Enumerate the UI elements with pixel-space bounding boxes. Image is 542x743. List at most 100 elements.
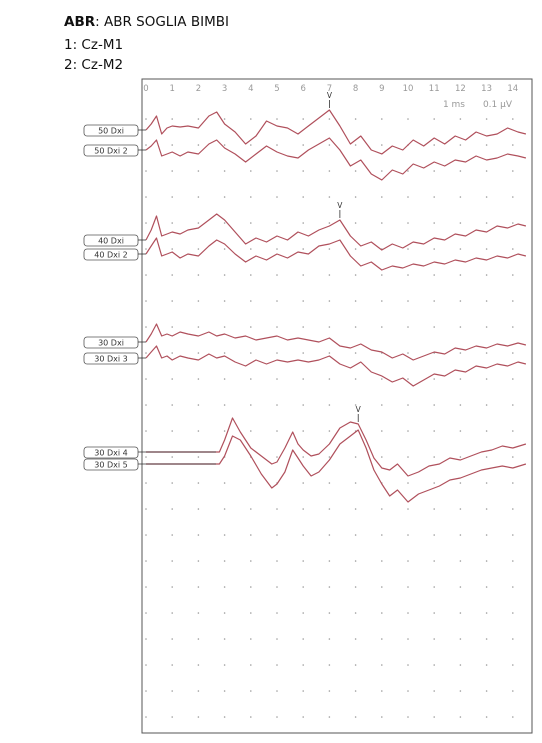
grid-dot [223, 118, 226, 120]
grid-dot [354, 690, 357, 692]
grid-dot [407, 586, 409, 588]
grid-dot [485, 430, 488, 432]
x-axis-ticks: 0 1 2 3 4 5 6 7 8 9 10 11 12 13 14 [143, 84, 518, 94]
grid-dot [145, 664, 147, 666]
grid-dot [328, 326, 331, 328]
grid-dot [328, 560, 331, 562]
grid-dot [407, 560, 409, 562]
grid-dot [485, 248, 488, 250]
grid-dot [328, 404, 331, 406]
grid-dot [223, 482, 226, 484]
grid-dot [328, 612, 331, 614]
grid-dot [512, 586, 514, 588]
grid-dot [276, 378, 278, 380]
peak-label: V [356, 405, 362, 414]
grid-dot [276, 404, 278, 406]
trace-label-box [83, 446, 139, 459]
x-tick-label: 4 [248, 84, 253, 94]
grid-dot [512, 456, 514, 458]
grid-dot [145, 222, 147, 224]
grid-dot [381, 586, 383, 588]
grid-dot [302, 300, 305, 302]
grid-dot [302, 378, 305, 380]
grid-dot [407, 248, 409, 250]
grid-dot [276, 144, 278, 146]
grid-dot [276, 638, 278, 640]
grid-dot [171, 560, 173, 562]
grid-dot [433, 638, 436, 640]
grid-dot [459, 300, 462, 302]
grid-dot [407, 170, 409, 172]
grid-dot [302, 664, 305, 666]
grid-dot [197, 222, 200, 224]
grid-dot [459, 170, 462, 172]
trace-label: 30 Dxi 3 [94, 355, 127, 364]
grid-dot [485, 274, 488, 276]
grid-dot [328, 690, 331, 692]
grid-dot [354, 664, 357, 666]
grid-dot [433, 534, 436, 536]
grid-dot [485, 456, 488, 458]
grid-dot [328, 430, 331, 432]
grid-dot [328, 664, 331, 666]
grid-dot [197, 326, 200, 328]
plot-frame [141, 78, 533, 734]
grid-dot [197, 456, 200, 458]
grid-dot [197, 196, 200, 198]
grid-dot [381, 170, 383, 172]
grid-dot [328, 118, 331, 120]
grid-dot [512, 534, 514, 536]
grid-dot [512, 430, 514, 432]
grid-dot [512, 690, 514, 692]
grid-dot [145, 638, 147, 640]
grid-dot [354, 378, 357, 380]
grid-dot [276, 508, 278, 510]
grid-dot [407, 456, 409, 458]
peak-label: V [327, 91, 333, 100]
grid-dot [512, 222, 514, 224]
grid-dot [328, 248, 331, 250]
grid-dot [171, 248, 173, 250]
x-tick-label: 8 [353, 84, 358, 94]
grid-dot [328, 274, 331, 276]
grid-dot [250, 560, 252, 562]
grid-dot [145, 144, 147, 146]
grid-dot [381, 664, 383, 666]
grid-dot [433, 482, 436, 484]
x-tick-label: 2 [196, 84, 201, 94]
grid-dot [354, 586, 357, 588]
grid-dot [250, 586, 252, 588]
grid-dot [276, 118, 278, 120]
trace-label: 30 Dxi 4 [94, 449, 127, 458]
grid-dot [485, 222, 488, 224]
grid-dot [354, 482, 357, 484]
x-tick-label: 3 [222, 84, 227, 94]
grid-dot [171, 118, 173, 120]
grid-dot [381, 534, 383, 536]
grid-dot [145, 430, 147, 432]
grid-dot [328, 638, 331, 640]
grid-dot [407, 196, 409, 198]
grid-dot [381, 378, 383, 380]
grid-dot [459, 274, 462, 276]
grid-dot [171, 690, 173, 692]
grid-dot [485, 404, 488, 406]
grid-dot [250, 222, 252, 224]
grid-dot [145, 612, 147, 614]
grid-dot [328, 586, 331, 588]
test-label: ABR [64, 14, 96, 30]
grid-dot [433, 196, 436, 198]
grid-dot [354, 612, 357, 614]
grid-dot [381, 508, 383, 510]
grid-dot [328, 300, 331, 302]
grid-dot [381, 144, 383, 146]
grid-dot [512, 482, 514, 484]
grid-dot [433, 690, 436, 692]
grid-dot [250, 534, 252, 536]
test-title-text: : ABR SOGLIA BIMBI [95, 14, 229, 30]
grid-dot [354, 638, 357, 640]
grid-dot [407, 690, 409, 692]
grid-dot [459, 248, 462, 250]
grid-dot [171, 274, 173, 276]
